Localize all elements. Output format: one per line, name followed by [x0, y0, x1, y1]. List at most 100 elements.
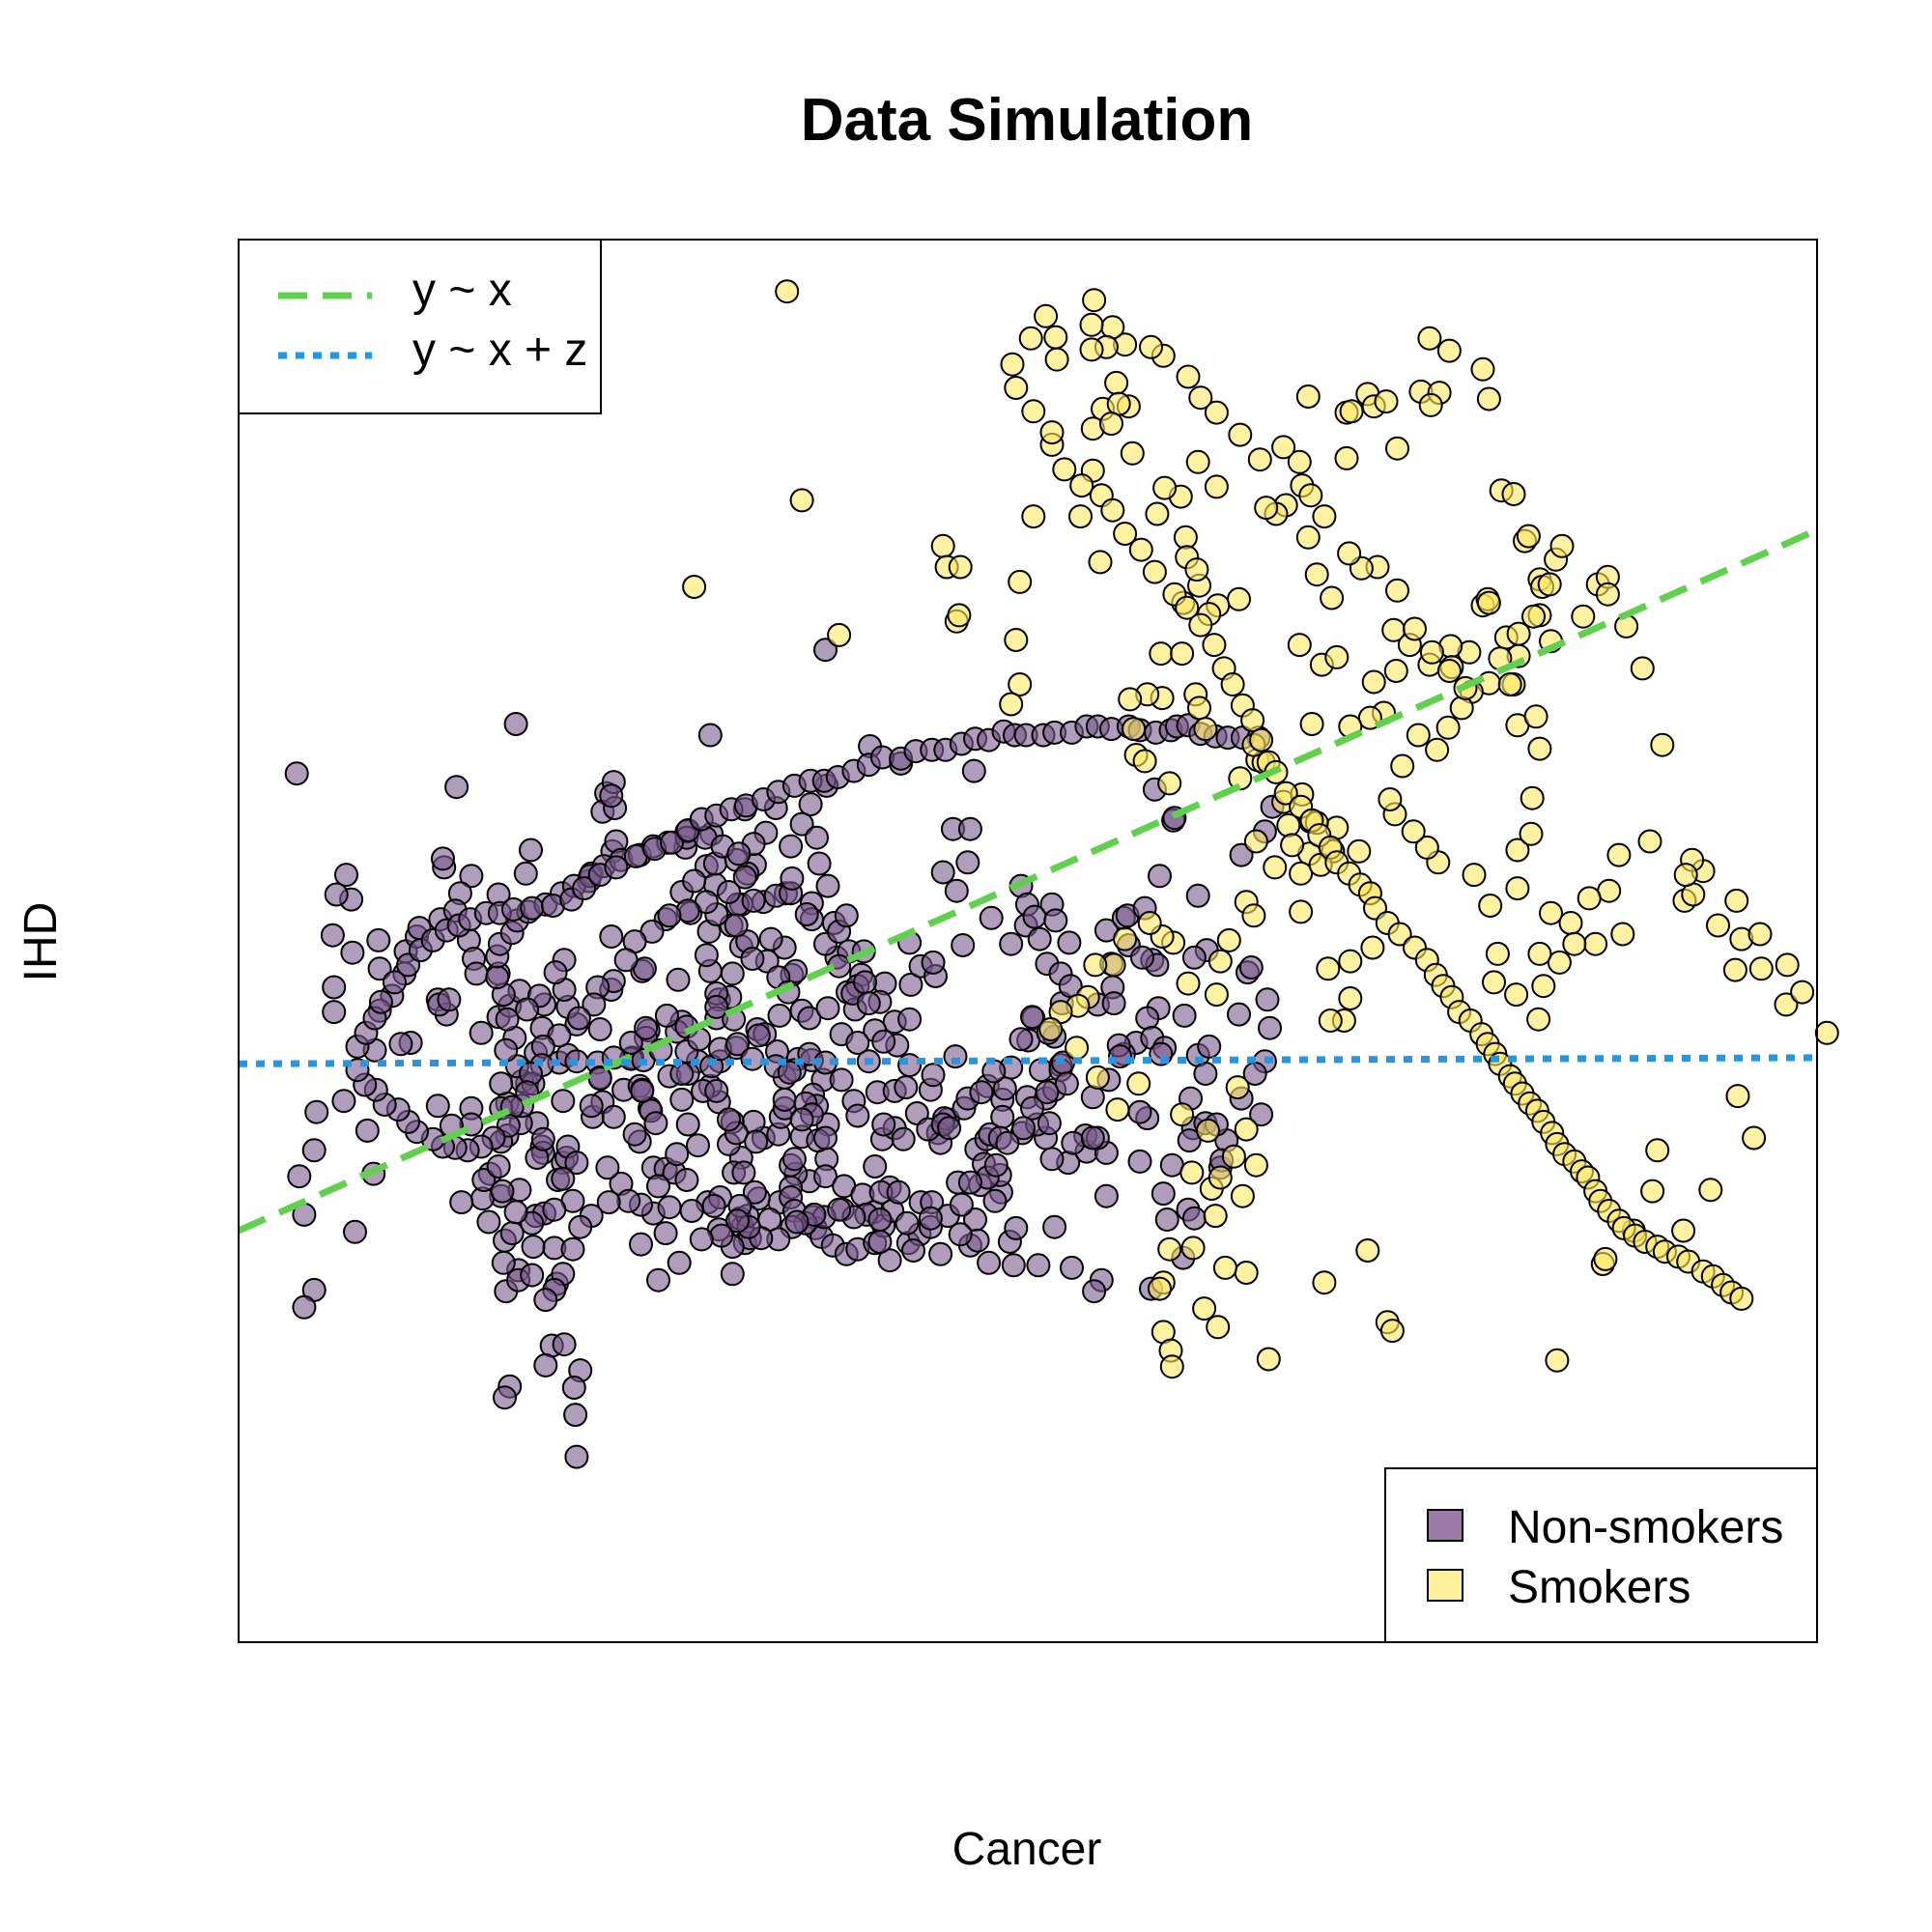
- point-smokers: [1630, 656, 1655, 681]
- point-smokers: [1650, 732, 1675, 757]
- point-smokers: [1254, 496, 1279, 521]
- point-non-smokers: [1181, 945, 1207, 970]
- point-non-smokers: [653, 1221, 678, 1246]
- plot-frame: [238, 239, 1818, 1643]
- point-non-smokers: [669, 1062, 695, 1086]
- point-non-smokers: [789, 1107, 814, 1132]
- legend-swatch-smokers: [1427, 1569, 1463, 1602]
- point-non-smokers: [961, 758, 986, 783]
- point-non-smokers: [503, 712, 528, 736]
- point-smokers: [1170, 641, 1195, 667]
- chart-title: Data Simulation: [801, 87, 1254, 154]
- fit-line-y-x-z: [238, 1054, 1818, 1067]
- point-non-smokers: [587, 1066, 612, 1092]
- point-smokers: [1725, 1084, 1750, 1109]
- point-non-smokers: [368, 989, 393, 1014]
- point-non-smokers: [1227, 1002, 1251, 1027]
- point-smokers: [1287, 633, 1312, 658]
- point-non-smokers: [533, 1352, 558, 1378]
- point-non-smokers: [943, 1044, 968, 1069]
- legend-fit-lines: y ~ x y ~ x + z: [238, 239, 602, 414]
- point-smokers: [1220, 672, 1245, 696]
- point-smokers: [1671, 1218, 1696, 1243]
- point-smokers: [1748, 956, 1774, 981]
- point-smokers: [1240, 708, 1265, 733]
- point-smokers: [1506, 621, 1531, 646]
- point-non-smokers: [599, 783, 624, 809]
- point-non-smokers: [322, 975, 347, 1000]
- point-smokers: [1152, 475, 1178, 500]
- point-non-smokers: [530, 1126, 555, 1151]
- point-smokers: [1203, 1204, 1228, 1229]
- point-smokers: [1193, 717, 1218, 742]
- point-smokers: [1476, 590, 1501, 615]
- point-non-smokers: [560, 1236, 585, 1262]
- point-smokers: [1527, 736, 1552, 761]
- point-non-smokers: [744, 1129, 769, 1154]
- point-non-smokers: [930, 860, 955, 885]
- point-smokers: [1295, 525, 1321, 550]
- point-non-smokers: [1127, 1099, 1152, 1124]
- point-smokers: [1187, 696, 1211, 721]
- point-non-smokers: [895, 1210, 920, 1236]
- point-smokers: [1159, 1354, 1184, 1379]
- point-non-smokers: [992, 1076, 1017, 1101]
- point-non-smokers: [367, 956, 392, 981]
- point-smokers: [1476, 386, 1501, 412]
- point-smokers: [1406, 723, 1431, 748]
- point-smokers: [1304, 562, 1329, 587]
- point-non-smokers: [646, 1267, 670, 1293]
- point-non-smokers: [654, 1003, 679, 1028]
- point-smokers: [1079, 337, 1104, 362]
- point-non-smokers: [657, 1195, 682, 1220]
- point-smokers: [1462, 863, 1487, 888]
- legend-label-smokers: Smokers: [1508, 1562, 1690, 1613]
- point-non-smokers: [731, 1160, 756, 1185]
- point-non-smokers: [1020, 1005, 1044, 1030]
- point-smokers: [1069, 473, 1094, 498]
- point-non-smokers: [921, 950, 946, 975]
- point-non-smokers: [564, 1444, 589, 1469]
- point-non-smokers: [845, 1103, 870, 1128]
- point-smokers: [1139, 334, 1163, 359]
- fit-line-y-x: [237, 526, 1819, 1235]
- point-non-smokers: [720, 961, 745, 986]
- point-non-smokers: [551, 1166, 576, 1191]
- point-non-smokers: [682, 868, 707, 894]
- point-non-smokers: [1020, 1095, 1044, 1121]
- point-smokers: [1485, 941, 1510, 966]
- point-non-smokers: [720, 1262, 745, 1287]
- point-non-smokers: [957, 1170, 982, 1195]
- point-non-smokers: [784, 1209, 810, 1235]
- point-smokers: [1185, 449, 1210, 474]
- point-smokers: [1184, 557, 1209, 582]
- point-non-smokers: [1148, 864, 1172, 889]
- point-non-smokers: [725, 1208, 750, 1234]
- point-non-smokers: [867, 1230, 893, 1254]
- point-smokers: [1208, 1165, 1233, 1190]
- point-smokers: [1243, 1152, 1268, 1178]
- point-non-smokers: [951, 933, 976, 957]
- point-non-smokers: [622, 1122, 647, 1147]
- point-smokers: [1610, 922, 1635, 947]
- point-non-smokers: [1039, 1147, 1065, 1172]
- point-smokers: [1470, 356, 1495, 382]
- point-non-smokers: [322, 1000, 347, 1025]
- point-non-smokers: [489, 1071, 514, 1096]
- point-non-smokers: [287, 1164, 312, 1189]
- point-non-smokers: [794, 902, 819, 926]
- point-non-smokers: [1094, 1183, 1119, 1208]
- point-smokers: [1170, 1102, 1195, 1127]
- point-smokers: [1516, 524, 1541, 549]
- point-non-smokers: [982, 1188, 1008, 1213]
- point-non-smokers: [1080, 1125, 1105, 1151]
- point-smokers: [1595, 582, 1620, 607]
- point-smokers: [1113, 522, 1138, 546]
- point-smokers: [1256, 1347, 1281, 1372]
- point-non-smokers: [999, 931, 1024, 956]
- point-smokers: [1008, 672, 1033, 696]
- point-non-smokers: [732, 865, 757, 890]
- point-non-smokers: [863, 1154, 888, 1179]
- legend-label-non-smokers: Non-smokers: [1508, 1502, 1783, 1553]
